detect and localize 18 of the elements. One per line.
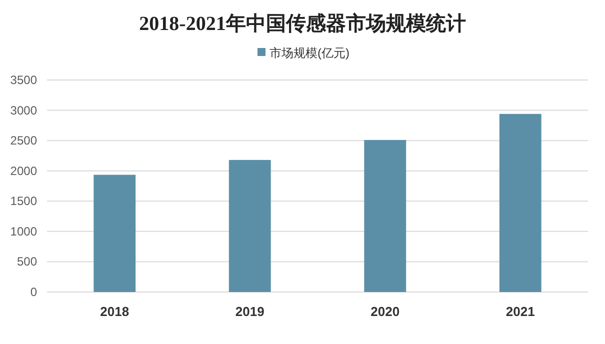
- y-tick-label: 2000: [10, 164, 38, 178]
- bar: [94, 174, 136, 292]
- y-tick-label: 0: [30, 285, 38, 299]
- bar: [364, 140, 406, 292]
- y-tick-label: 2500: [10, 134, 38, 148]
- x-tick-label: 2019: [235, 304, 264, 319]
- y-tick-label: 3500: [10, 73, 38, 87]
- y-tick-label: 3000: [10, 103, 38, 118]
- x-tick-label: 2020: [370, 304, 400, 319]
- bar: [228, 160, 271, 292]
- y-tick-label: 500: [16, 254, 38, 269]
- y-tick-label: 1500: [10, 194, 38, 208]
- chart-title: 2018-2021年中国传感器市场规模统计: [139, 12, 466, 35]
- x-tick-label: 2018: [100, 304, 130, 319]
- bar: [499, 114, 542, 292]
- y-tick-label: 1000: [10, 224, 38, 238]
- x-tick-label: 2021: [506, 304, 535, 319]
- legend-label: 市场规模(亿元): [270, 46, 350, 60]
